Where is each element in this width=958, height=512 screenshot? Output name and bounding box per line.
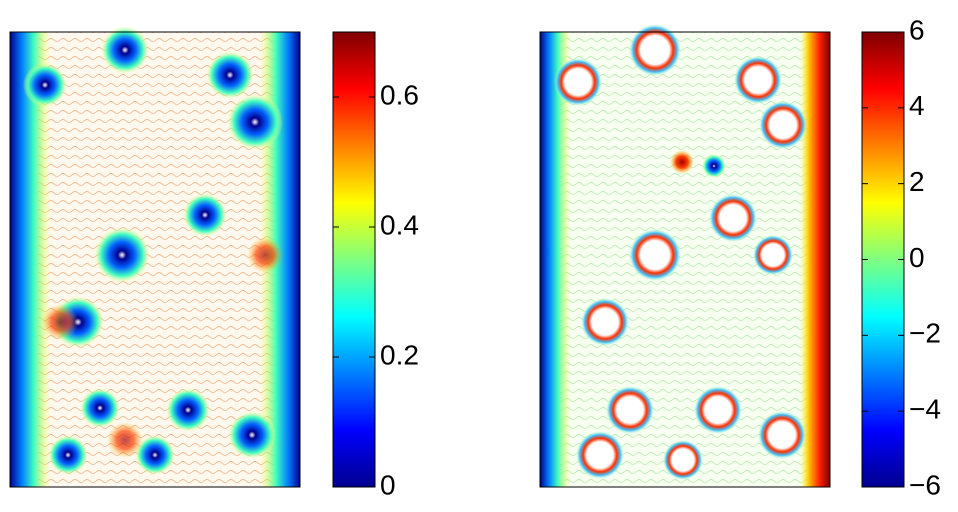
particle bbox=[663, 440, 703, 480]
vortex bbox=[702, 154, 726, 178]
particles bbox=[554, 24, 807, 480]
colorbar-tick-label: 4 bbox=[909, 90, 925, 121]
blob bbox=[48, 435, 88, 475]
particle bbox=[554, 58, 602, 106]
colorbar bbox=[332, 31, 376, 488]
colorbar-tick-label: −6 bbox=[909, 469, 941, 500]
colorbar bbox=[861, 31, 905, 488]
particle bbox=[694, 386, 742, 434]
colorbar-tick-label: 6 bbox=[909, 14, 925, 45]
blob bbox=[94, 227, 150, 283]
colorbar-tick-label: 0 bbox=[909, 242, 925, 273]
colorbar-tick-label: 2 bbox=[909, 166, 925, 197]
blob bbox=[80, 388, 120, 428]
colorbar-tick-label: 0 bbox=[380, 469, 396, 500]
plot-frame bbox=[9, 31, 301, 488]
wall-layer bbox=[10, 32, 50, 487]
wall-layer bbox=[800, 32, 830, 487]
blob bbox=[107, 422, 143, 458]
vortex bbox=[670, 150, 694, 174]
particle bbox=[576, 431, 624, 479]
particle bbox=[629, 229, 681, 281]
particle bbox=[759, 101, 807, 149]
particle bbox=[581, 298, 629, 346]
particle bbox=[734, 56, 782, 104]
particle bbox=[606, 386, 654, 434]
colorbar-tick-label: 0.6 bbox=[380, 79, 419, 110]
colorbar-tick-label: −2 bbox=[909, 318, 941, 349]
particle bbox=[629, 24, 681, 76]
right-field bbox=[539, 24, 831, 488]
blob bbox=[247, 237, 283, 273]
blob bbox=[206, 51, 254, 99]
blob bbox=[227, 94, 283, 150]
plot-frame bbox=[539, 31, 831, 488]
colorbar-tick-label: −4 bbox=[909, 394, 941, 425]
blob bbox=[166, 388, 210, 432]
blob bbox=[23, 63, 67, 107]
left-field bbox=[9, 26, 301, 488]
wall-layer bbox=[540, 32, 570, 487]
colorbar-tick-label: 0.2 bbox=[380, 339, 419, 370]
blob bbox=[42, 304, 78, 340]
blob bbox=[183, 193, 227, 237]
blob bbox=[135, 435, 175, 475]
vortices bbox=[23, 26, 283, 475]
blob bbox=[228, 411, 276, 459]
particle bbox=[753, 235, 793, 275]
colorbar-tick-label: 0.4 bbox=[380, 209, 419, 240]
particle bbox=[709, 194, 757, 242]
blob bbox=[101, 26, 149, 74]
particle bbox=[758, 411, 806, 459]
